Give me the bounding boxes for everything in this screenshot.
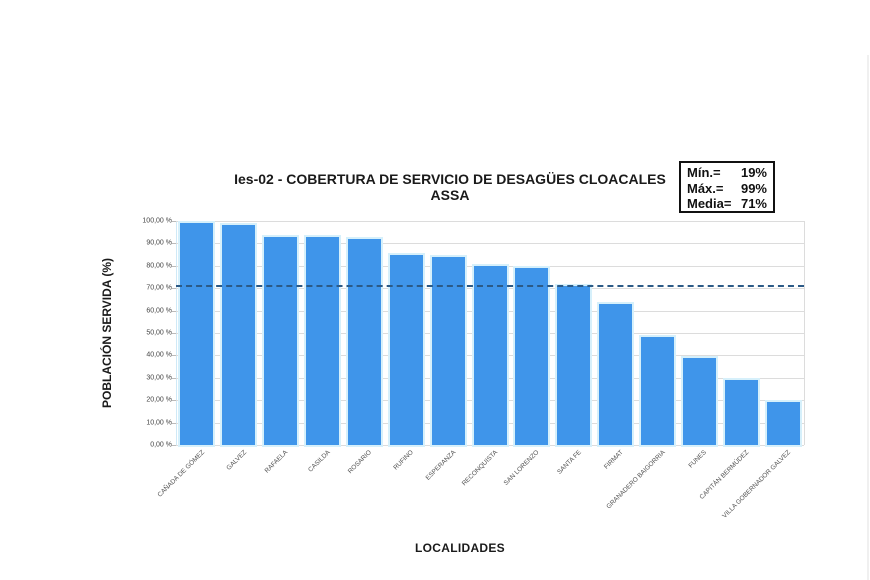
bar xyxy=(724,380,758,445)
stats-max-value: 99% xyxy=(740,180,767,196)
stats-max-row: Máx.= 99% xyxy=(687,181,767,197)
stats-min-row: Mín.= 19% xyxy=(687,165,767,181)
bar xyxy=(222,225,256,445)
y-tick-label: 40,00 % xyxy=(146,351,172,359)
y-tick-mark xyxy=(172,243,176,245)
stats-box: Mín.= 19% Máx.= 99% Media= 71% xyxy=(679,161,775,213)
y-tick-mark xyxy=(172,333,176,334)
bar xyxy=(306,236,340,445)
y-tick-label: 10,00 % xyxy=(146,419,172,427)
y-tick-mark xyxy=(172,310,176,312)
bar xyxy=(347,238,381,445)
gridline xyxy=(176,221,804,222)
y-tick-label: 60,00 % xyxy=(146,307,172,315)
x-tick-label: CAÑADA DE GÓMEZ xyxy=(156,449,206,499)
bar xyxy=(180,223,214,445)
x-tick-label: ESPERANZA xyxy=(424,449,458,482)
bar xyxy=(640,337,674,445)
y-tick-label: 100,00 % xyxy=(142,217,172,225)
bar xyxy=(389,254,423,445)
bar xyxy=(766,402,800,445)
stats-max-label: Máx.= xyxy=(687,180,724,196)
bar xyxy=(515,268,549,445)
bar xyxy=(557,285,591,445)
chart-title-line1: Ies-02 - COBERTURA DE SERVICIO DE DESAGÜ… xyxy=(234,171,666,187)
y-tick-mark xyxy=(172,445,176,446)
mean-reference-line xyxy=(176,284,804,287)
y-tick-mark xyxy=(172,355,176,357)
chart-title-line2: ASSA xyxy=(430,187,470,203)
bar xyxy=(431,256,465,445)
bar xyxy=(264,236,298,445)
x-axis-label: LOCALIDADES xyxy=(415,541,505,555)
y-tick-mark xyxy=(172,221,176,222)
bar xyxy=(599,303,633,445)
x-tick-label: SANTA FE xyxy=(555,449,583,476)
x-tick-label: FUNES xyxy=(687,449,709,470)
stats-mean-value: 71% xyxy=(740,196,767,211)
x-tick-label: ROSARIO xyxy=(347,449,374,476)
x-tick-label: RECONQUISTA xyxy=(460,449,499,488)
y-tick-mark xyxy=(172,422,176,424)
y-tick-label: 0,00 % xyxy=(150,441,172,449)
bar xyxy=(682,357,716,445)
x-tick-label: FIRMAT xyxy=(602,449,625,471)
y-tick-mark xyxy=(172,288,176,290)
y-tick-label: 50,00 % xyxy=(146,329,172,337)
y-tick-mark xyxy=(172,265,176,267)
x-tick-label: RUFINO xyxy=(392,449,416,472)
stats-min-value: 19% xyxy=(740,165,767,180)
y-tick-label: 30,00 % xyxy=(146,374,172,382)
stats-mean-row: Media= 71% xyxy=(687,196,767,212)
x-tick-label: RAFAELA xyxy=(263,449,290,475)
y-tick-label: 70,00 % xyxy=(146,284,172,292)
y-tick-label: 90,00 % xyxy=(146,239,172,247)
page-edge-divider xyxy=(867,55,869,580)
y-axis-label: POBLACIÓN SERVIDA (%) xyxy=(100,257,114,409)
y-tick-mark xyxy=(172,400,176,402)
y-tick-label: 80,00 % xyxy=(146,262,172,270)
gridline xyxy=(176,243,804,245)
gridline xyxy=(176,445,804,446)
plot-area: 0,00 % 10,00 % 20,00 % 30,00 % 40,00 % 50,00 … xyxy=(142,218,805,449)
y-tick-label: 20,00 % xyxy=(146,396,172,404)
chart-title: Ies-02 - COBERTURA DE SERVICIO DE DESAGÜ… xyxy=(200,171,700,203)
stats-min-label: Mín.= xyxy=(687,165,721,180)
x-tick-label: VILLA GOBERNADOR GALVEZ xyxy=(721,449,793,520)
x-tick-label: GALVEZ xyxy=(225,449,248,472)
x-tick-label: SAN LORENZO xyxy=(502,449,541,487)
stats-mean-label: Media= xyxy=(687,196,732,211)
x-tick-label: CASILDA xyxy=(306,449,332,474)
y-tick-mark xyxy=(172,377,176,379)
bar xyxy=(473,265,507,445)
